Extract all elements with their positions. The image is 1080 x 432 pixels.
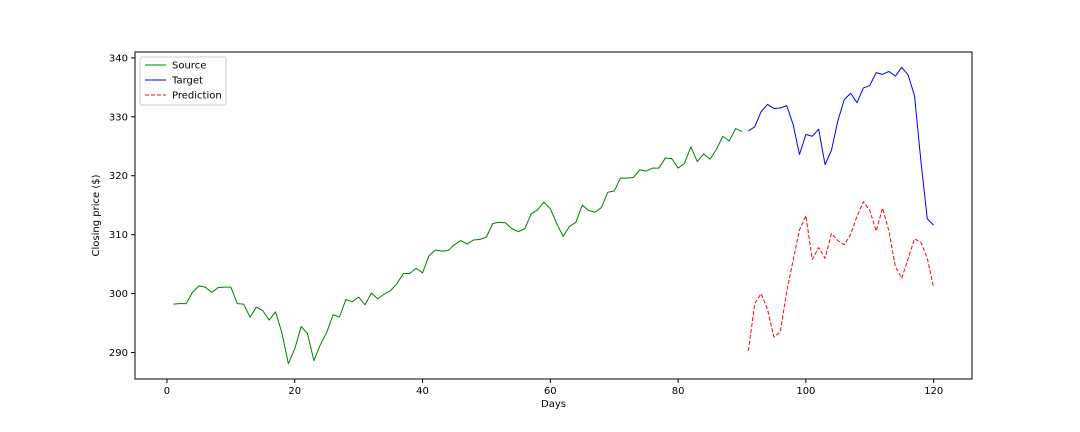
x-axis-label: Days [541, 399, 566, 410]
series-line-target [748, 66, 935, 226]
series-line-prediction [747, 201, 935, 351]
y-tick-label: 290 [109, 348, 128, 359]
x-tick-label: 100 [796, 386, 815, 397]
legend: Source Target Prediction [139, 56, 227, 106]
y-tick-label: 340 [109, 53, 128, 64]
y-axis-label: Closing price ($) [91, 174, 102, 256]
x-tick-label: 60 [544, 386, 557, 397]
y-tick-label: 300 [109, 289, 128, 300]
y-tick-label: 320 [109, 171, 128, 182]
legend-box [139, 56, 227, 106]
plot-layer [173, 66, 935, 365]
y-tick-label: 330 [109, 112, 128, 123]
y-tick-label: 310 [109, 230, 128, 241]
x-tick-label: 0 [164, 386, 170, 397]
x-tick-label: 20 [288, 386, 301, 397]
legend-label-target: Target [171, 76, 203, 87]
legend-label-prediction: Prediction [172, 91, 222, 102]
plot-frame [134, 51, 973, 380]
axes-layer: 0 20 40 60 80 100 120 290 300 310 320 330 340 [109, 51, 973, 397]
legend-label-source: Source [172, 61, 206, 72]
x-tick-label: 40 [416, 386, 429, 397]
series-line-source [173, 128, 743, 365]
x-tick-label: 80 [672, 386, 685, 397]
x-tick-label: 120 [924, 386, 943, 397]
